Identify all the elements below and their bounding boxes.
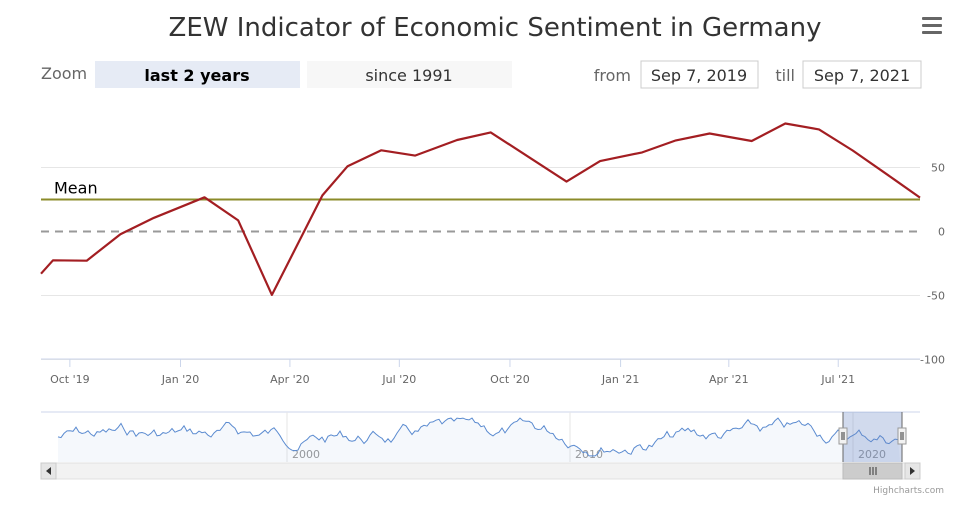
x-tick-label: Apr '20	[270, 373, 310, 386]
zoom-label: Zoom	[41, 64, 87, 83]
zoom-button-since-1991[interactable]: since 1991	[307, 61, 512, 88]
chart-title: ZEW Indicator of Economic Sentiment in G…	[169, 13, 822, 43]
navigator-right-handle[interactable]	[897, 427, 907, 445]
y-tick-label: 0	[938, 226, 945, 239]
y-axis: 50 0 -50 -100	[920, 162, 945, 367]
y-tick-label: -50	[927, 290, 945, 303]
scroll-left-button[interactable]	[40, 462, 57, 480]
x-tick-label: Jan '20	[161, 373, 199, 386]
y-tick-label: 50	[931, 162, 945, 175]
credits-link[interactable]: Highcharts.com	[873, 486, 944, 496]
scrollbar-track[interactable]	[40, 462, 921, 480]
series-line	[40, 122, 921, 296]
hamburger-menu-icon[interactable]	[920, 14, 944, 36]
zoom-button-label: since 1991	[365, 66, 452, 85]
navigator-tick-label: 2020	[858, 448, 886, 461]
navigator[interactable]: 200020102020	[41, 411, 920, 462]
y-tick-label: -100	[920, 354, 945, 367]
x-tick-label: Oct '19	[50, 373, 90, 386]
zoom-button-label: last 2 years	[144, 66, 249, 85]
zoom-button-last-2-years[interactable]: last 2 years	[95, 61, 300, 88]
x-tick-label: Jul '21	[820, 373, 855, 386]
navigator-series-line	[57, 417, 899, 457]
navigator-left-handle[interactable]	[838, 427, 848, 445]
x-tick-label: Apr '21	[709, 373, 749, 386]
scroll-right-button[interactable]	[904, 462, 921, 480]
grid	[41, 167, 920, 360]
navigator-grid: 200020102020	[286, 412, 886, 462]
arrow-left-icon	[46, 467, 51, 475]
x-tick-label: Jan '21	[601, 373, 639, 386]
from-label: from	[594, 66, 631, 85]
mean-plot-line-label: Mean	[54, 179, 98, 198]
x-axis: Oct '19 Jan '20 Apr '20 Jul '20 Oct '20 Jan '…	[50, 359, 855, 386]
from-date-value: Sep 7, 2019	[651, 66, 747, 85]
series	[40, 122, 921, 296]
scrollbar[interactable]	[40, 462, 921, 480]
from-date-input[interactable]: Sep 7, 2019	[640, 60, 759, 89]
x-tick-label: Oct '20	[490, 373, 530, 386]
scrollbar-thumb[interactable]	[842, 462, 903, 480]
till-date-input[interactable]: Sep 7, 2021	[802, 60, 922, 89]
x-tick-label: Jul '20	[381, 373, 416, 386]
arrow-right-icon	[910, 467, 915, 475]
navigator-selected-range[interactable]	[843, 412, 902, 462]
navigator-series-area	[58, 418, 900, 462]
plot-lines: Mean	[41, 179, 920, 233]
navigator-tick-label: 2000	[292, 448, 320, 461]
till-date-value: Sep 7, 2021	[814, 66, 910, 85]
till-label: till	[775, 66, 795, 85]
